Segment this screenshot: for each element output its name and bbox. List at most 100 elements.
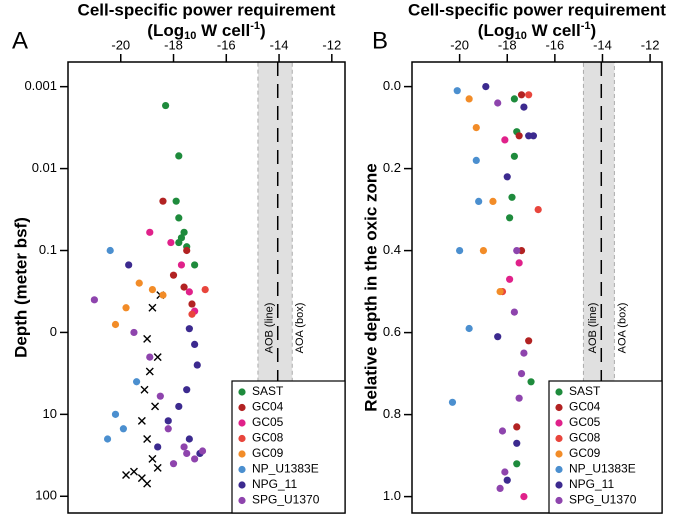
x-tick-label: -20	[450, 37, 469, 52]
x-axis-label-part: (Log	[147, 21, 184, 40]
x-axis-label-part: )	[260, 21, 266, 40]
x-axis-label-part: -1	[581, 20, 591, 32]
legend-label: GC09	[252, 446, 284, 460]
data-point	[146, 228, 154, 236]
y-tick-label: 0.1	[39, 242, 57, 257]
legend-marker	[238, 419, 246, 427]
data-point	[506, 214, 514, 222]
y-tick-label: 100	[35, 488, 57, 503]
cross-point	[143, 479, 152, 488]
legend-marker	[238, 465, 246, 474]
data-point	[198, 447, 207, 455]
panel-label: B	[372, 27, 388, 54]
data-point	[164, 425, 172, 433]
data-point	[529, 132, 538, 140]
data-point	[465, 95, 473, 103]
data-point	[453, 87, 461, 95]
data-point	[494, 99, 502, 107]
data-point	[527, 378, 535, 386]
legend-marker	[238, 481, 246, 489]
data-point	[188, 300, 196, 308]
data-point	[479, 247, 488, 255]
data-point	[503, 476, 511, 484]
x-tick-label: -14	[593, 37, 612, 52]
data-point	[503, 173, 511, 181]
data-point	[494, 333, 502, 341]
legend-marker	[238, 388, 246, 396]
legend-label: SAST	[252, 384, 284, 398]
data-point	[159, 291, 167, 299]
legend-box	[231, 380, 346, 514]
chart-title: Cell-specific power requirement	[408, 0, 666, 19]
data-point	[175, 152, 183, 160]
cross-point	[151, 402, 160, 411]
y-axis-label: Relative depth in the oxic zone	[361, 163, 380, 411]
legend-label: GC05	[569, 415, 601, 429]
data-point	[146, 353, 154, 361]
y-tick-label: 0.8	[383, 406, 401, 421]
x-tick-label: -20	[111, 37, 130, 52]
data-point	[191, 340, 199, 349]
cross-point	[148, 303, 157, 312]
legend-label: NP_U1383E	[569, 462, 636, 476]
y-tick-label: 0.01	[32, 160, 57, 175]
x-axis-label: (Log10 W cell-1)	[478, 20, 596, 42]
data-point	[465, 324, 473, 333]
legend-label: GC08	[569, 431, 601, 445]
data-point	[130, 328, 138, 337]
data-point	[159, 197, 167, 205]
legend-marker	[238, 496, 246, 505]
legend-label: NPG_11	[569, 477, 614, 491]
legend-marker	[238, 434, 246, 443]
plot-frame	[67, 61, 346, 514]
legend-marker	[555, 450, 563, 458]
annotation: AOA (box)	[294, 303, 306, 354]
cross-point	[153, 463, 162, 472]
data-point	[475, 197, 483, 205]
data-point	[515, 394, 523, 402]
data-point	[513, 423, 521, 431]
data-point	[185, 288, 193, 296]
annotation: AOA (box)	[616, 303, 628, 354]
data-point	[520, 493, 528, 501]
legend-label: GC09	[569, 446, 601, 460]
data-point	[188, 310, 196, 318]
data-point	[132, 378, 141, 386]
data-point	[183, 386, 191, 394]
legend-label: GC04	[569, 400, 601, 414]
data-point	[534, 206, 542, 214]
data-point	[472, 124, 480, 132]
data-point	[180, 283, 188, 291]
x-tick-label: -18	[498, 37, 517, 52]
x-tick-label: -12	[322, 37, 341, 52]
data-point	[156, 392, 164, 400]
data-point	[515, 259, 523, 267]
data-point	[510, 308, 518, 316]
data-point	[167, 238, 175, 247]
data-point	[185, 325, 193, 333]
data-point	[177, 261, 186, 269]
data-point	[472, 156, 480, 164]
x-axis-label-part: W cell	[196, 21, 250, 40]
annotation: AOB (line)	[587, 303, 599, 354]
y-tick-label: 0.2	[383, 160, 401, 175]
data-point	[103, 435, 112, 443]
data-point	[162, 101, 170, 110]
x-axis-label-part: 10	[184, 30, 196, 42]
x-tick-label: -14	[270, 37, 289, 52]
data-point	[90, 296, 98, 304]
data-point	[193, 361, 201, 369]
data-point	[164, 417, 172, 425]
data-point	[125, 261, 133, 269]
data-point	[525, 91, 533, 99]
y-tick-label: 0	[50, 324, 57, 339]
y-tick-label: 0.6	[383, 324, 401, 339]
data-point	[172, 197, 180, 205]
cross-point	[140, 385, 149, 394]
legend-marker	[555, 496, 563, 505]
x-axis-label-part: (Log	[478, 21, 515, 40]
data-point	[175, 238, 183, 247]
data-point	[510, 152, 518, 160]
data-point	[508, 193, 516, 201]
